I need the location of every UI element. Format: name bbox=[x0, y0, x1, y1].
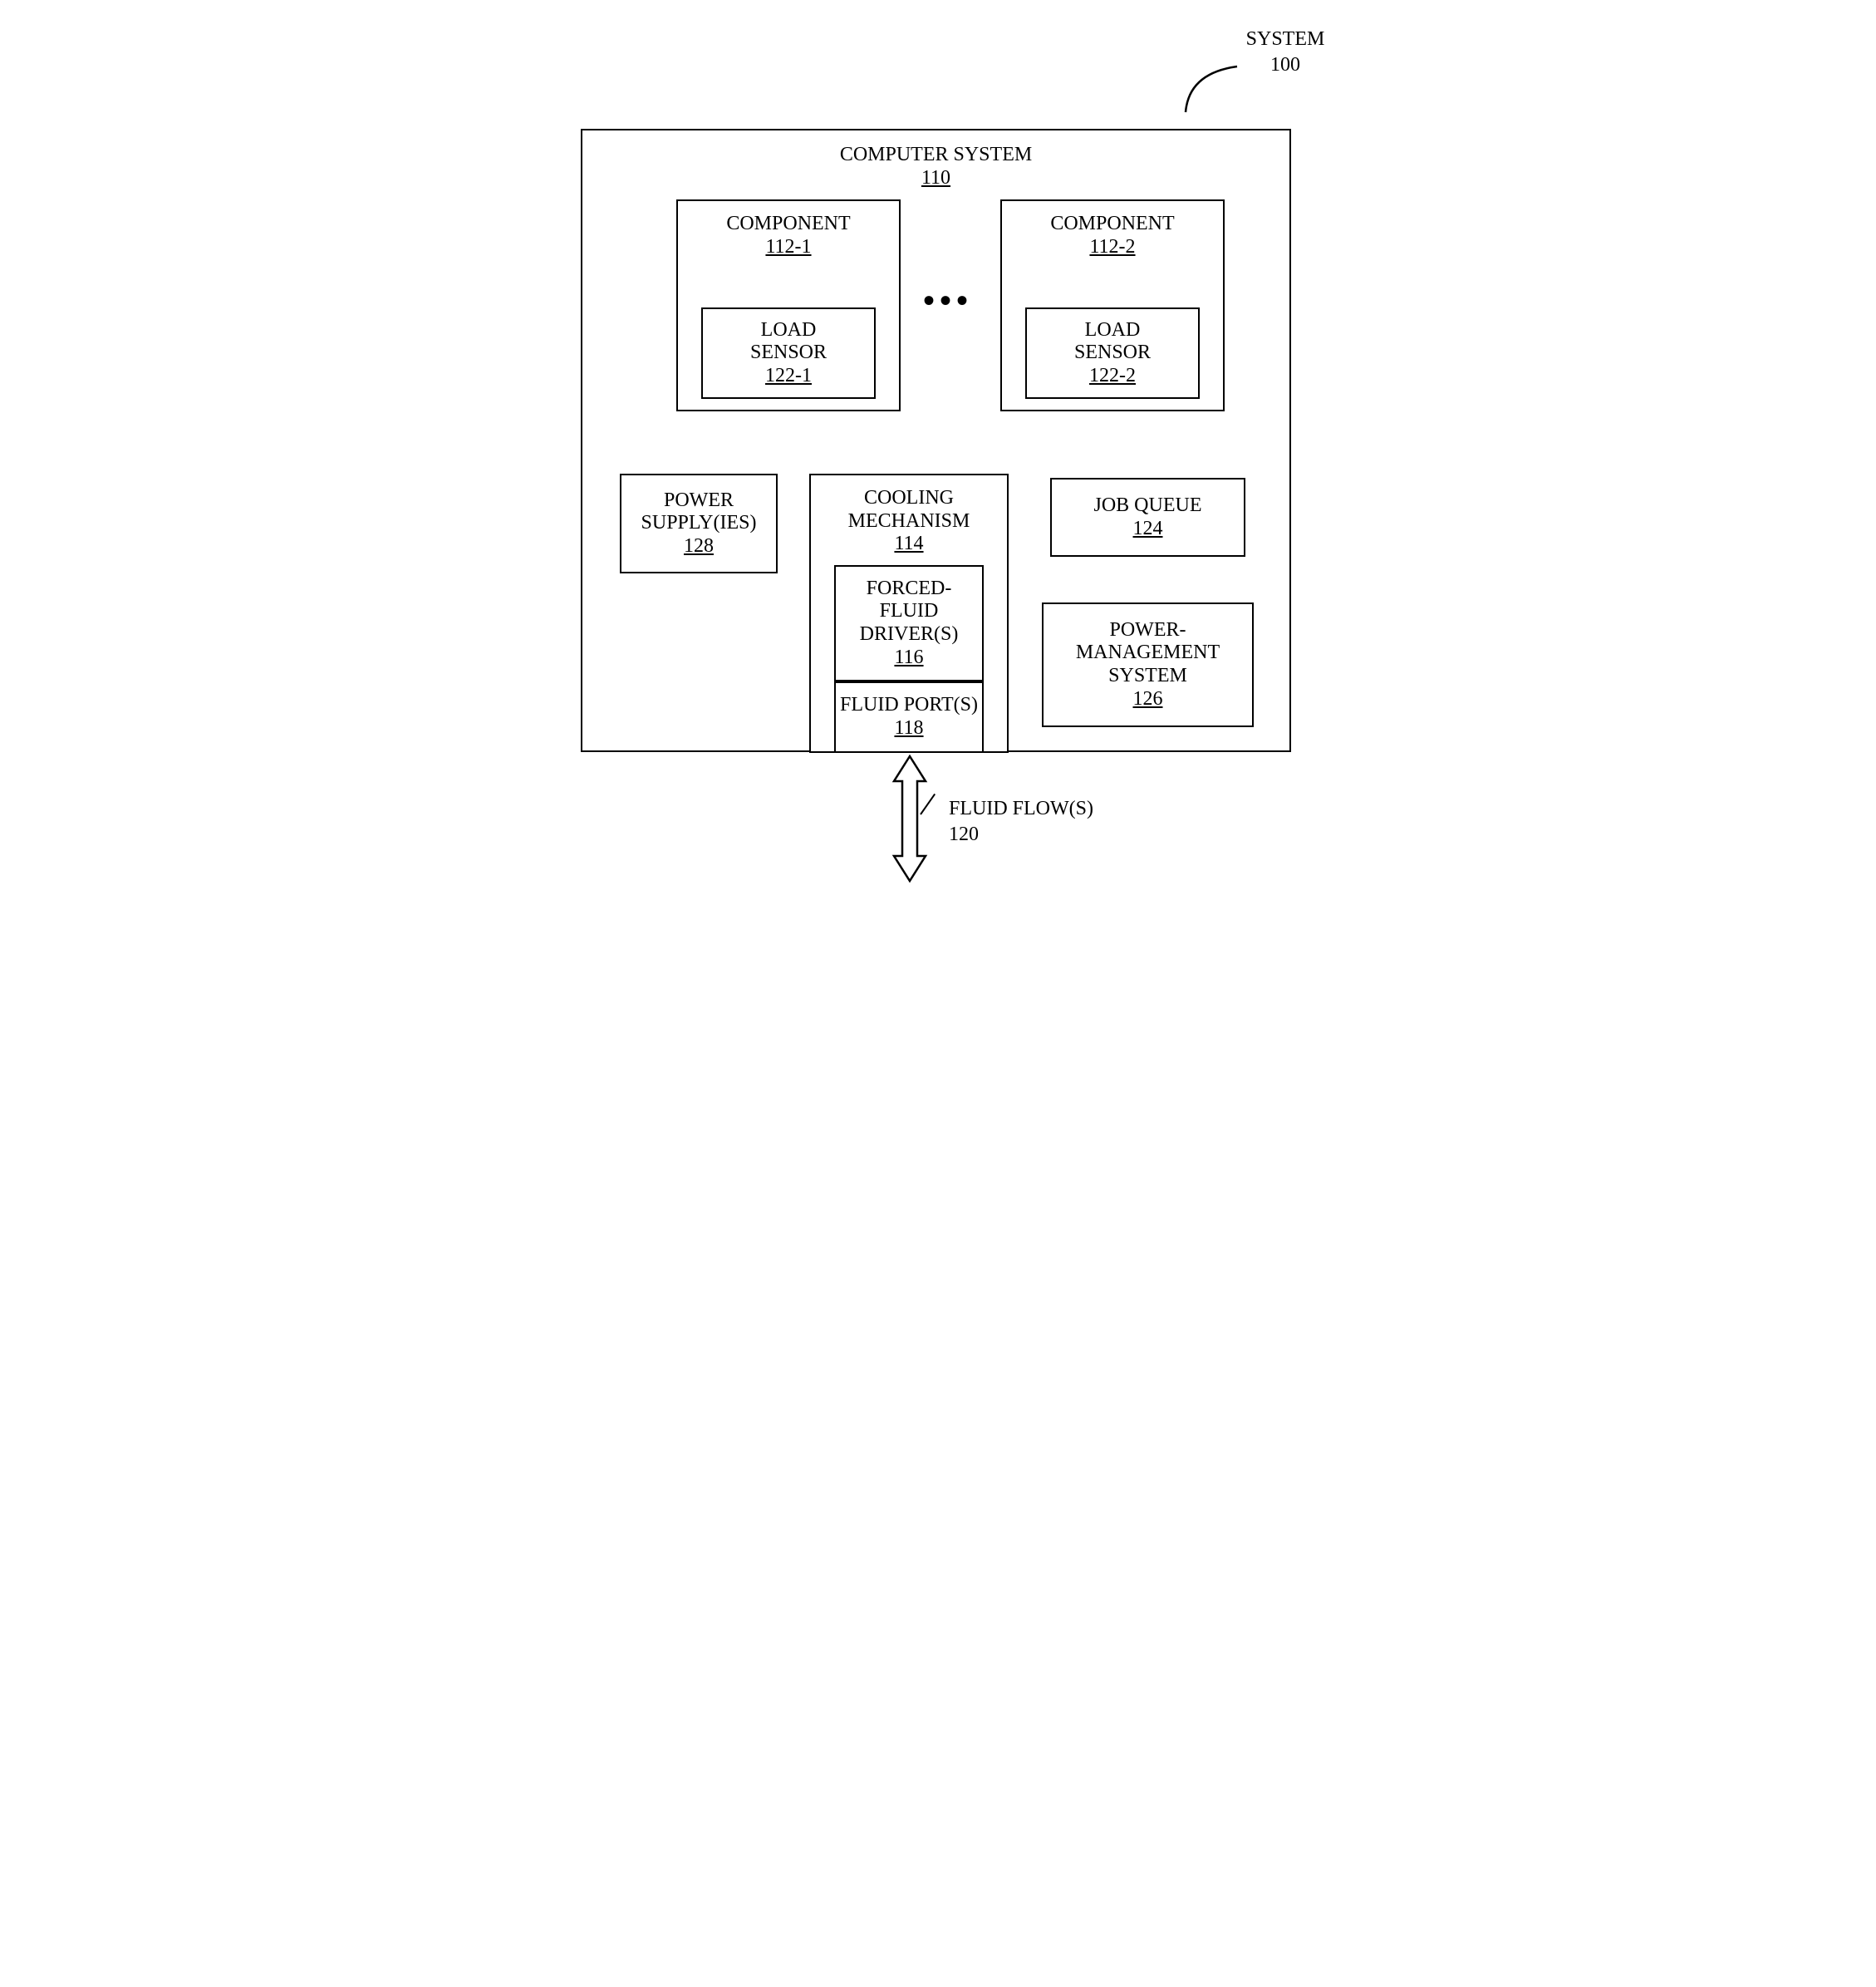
fluid-flow-label: FLUID FLOW(S) bbox=[949, 798, 1093, 819]
fluid-flow-ref: 120 bbox=[949, 824, 979, 845]
system-label: SYSTEM 100 bbox=[1235, 27, 1335, 78]
component-1-ref: 112-1 bbox=[765, 236, 811, 258]
load-sensor-1-box: LOAD SENSOR 122-1 bbox=[701, 307, 876, 399]
pms-line3: SYSTEM bbox=[1108, 665, 1187, 686]
load-sensor-2-box: LOAD SENSOR 122-2 bbox=[1025, 307, 1200, 399]
ffd-line3: DRIVER(S) bbox=[860, 623, 959, 645]
job-queue-label: JOB QUEUE bbox=[1094, 494, 1202, 516]
power-supply-line2: SUPPLY(IES) bbox=[641, 512, 757, 534]
power-supply-ref: 128 bbox=[684, 535, 714, 557]
pms-line1: POWER- bbox=[1109, 619, 1186, 641]
power-supply-box: POWER SUPPLY(IES) 128 bbox=[620, 474, 778, 573]
diagram-canvas: SYSTEM 100 COMPUTER SYSTEM 110 COMPONENT… bbox=[539, 17, 1337, 931]
fluid-port-box: FLUID PORT(S) 118 bbox=[834, 681, 984, 753]
load-sensor-2-ref: 122-2 bbox=[1089, 365, 1136, 386]
cooling-line1: COOLING bbox=[864, 487, 954, 509]
component-2-ref: 112-2 bbox=[1089, 236, 1135, 258]
system-ref: 100 bbox=[1270, 54, 1300, 76]
ffd-line1: FORCED- bbox=[867, 578, 952, 599]
ffd-line2: FLUID bbox=[880, 600, 939, 622]
computer-system-label: COMPUTER SYSTEM bbox=[840, 144, 1032, 165]
component-1-label: COMPONENT bbox=[726, 213, 850, 234]
cooling-ref: 114 bbox=[894, 533, 923, 554]
load-sensor-1-ref: 122-1 bbox=[765, 365, 812, 386]
power-management-box: POWER- MANAGEMENT SYSTEM 126 bbox=[1042, 602, 1254, 727]
fluid-flow-label-block: FLUID FLOW(S) 120 bbox=[949, 796, 1093, 848]
job-queue-ref: 124 bbox=[1133, 518, 1163, 539]
forced-fluid-driver-box: FORCED- FLUID DRIVER(S) 116 bbox=[834, 565, 984, 681]
cooling-line2: MECHANISM bbox=[848, 510, 970, 532]
load-sensor-1-line1: LOAD bbox=[761, 319, 817, 341]
double-arrow-icon bbox=[889, 755, 931, 883]
system-arc bbox=[1179, 58, 1241, 120]
computer-system-ref: 110 bbox=[921, 167, 950, 189]
load-sensor-2-line2: SENSOR bbox=[1074, 342, 1151, 363]
load-sensor-2-line1: LOAD bbox=[1085, 319, 1141, 341]
job-queue-box: JOB QUEUE 124 bbox=[1050, 478, 1245, 557]
ffd-ref: 116 bbox=[894, 647, 923, 668]
fluid-port-ref: 118 bbox=[894, 717, 923, 739]
pms-ref: 126 bbox=[1132, 688, 1162, 710]
power-supply-line1: POWER bbox=[664, 489, 734, 511]
ellipsis-dots: ••• bbox=[923, 281, 973, 320]
component-2-label: COMPONENT bbox=[1050, 213, 1174, 234]
system-label-text: SYSTEM bbox=[1246, 28, 1325, 50]
load-sensor-1-line2: SENSOR bbox=[750, 342, 827, 363]
fluid-port-label: FLUID PORT(S) bbox=[840, 694, 978, 716]
fluid-flow-arrow bbox=[889, 755, 931, 889]
pms-line2: MANAGEMENT bbox=[1076, 642, 1220, 663]
